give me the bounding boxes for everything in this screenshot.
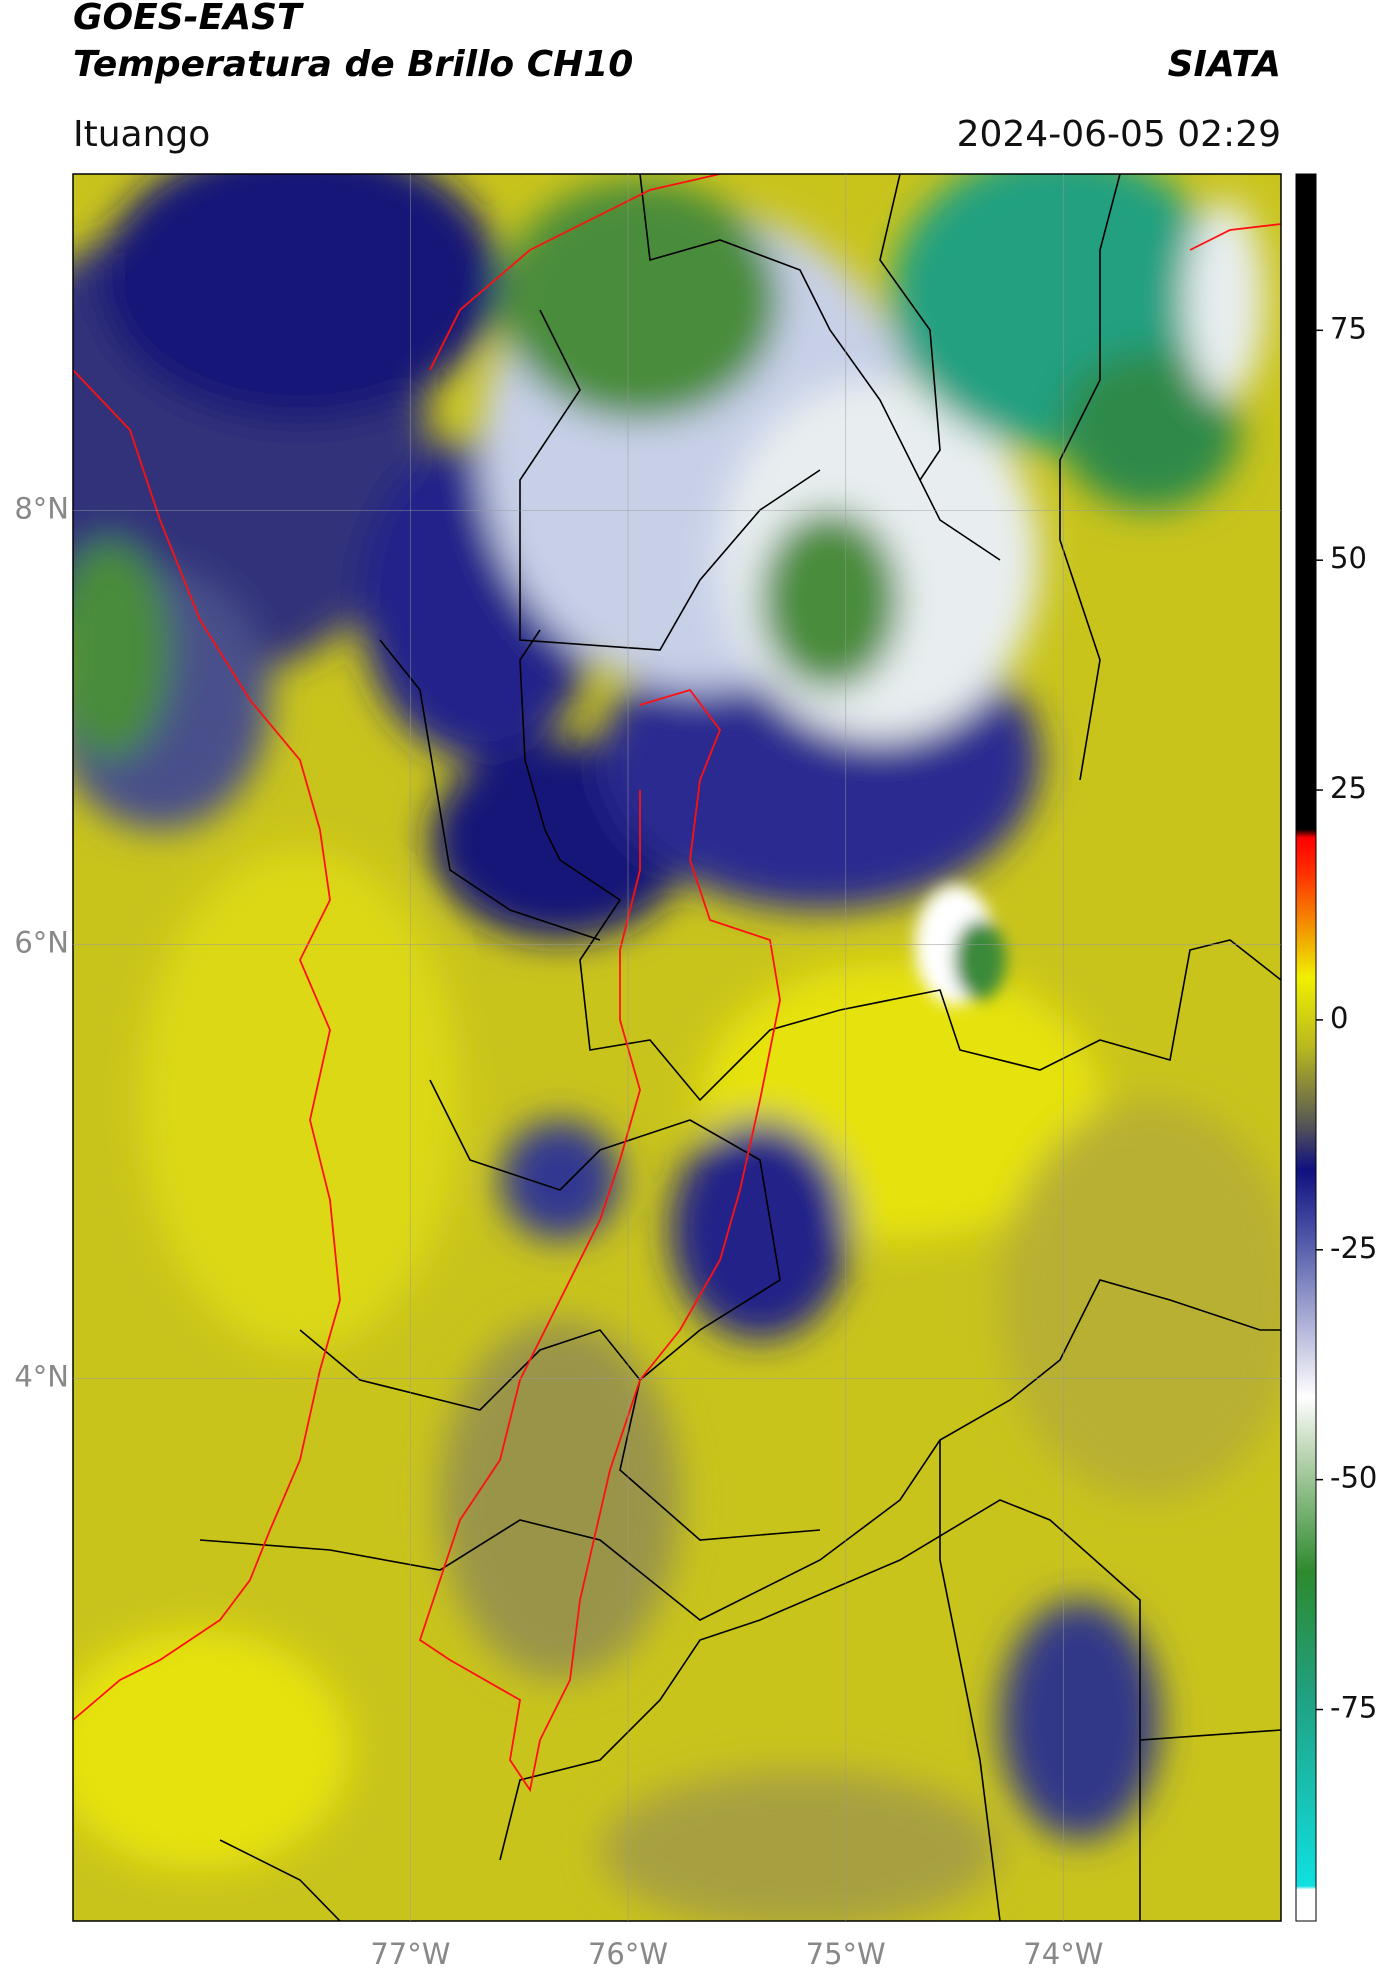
x-tick-label: 77°W bbox=[370, 1937, 450, 1971]
colorbar-tick-label: -25 bbox=[1330, 1231, 1377, 1265]
colorbar-tick-label: 25 bbox=[1330, 771, 1367, 805]
source: SIATA bbox=[1168, 44, 1281, 85]
subtitle: Temperatura de Brillo CH10 bbox=[73, 44, 633, 85]
y-tick-label: 4°N bbox=[14, 1359, 69, 1393]
y-tick-label: 6°N bbox=[14, 925, 69, 959]
colorbar-tick-label: -50 bbox=[1330, 1461, 1377, 1495]
x-tick-label: 74°W bbox=[1023, 1937, 1103, 1971]
location: Ituango bbox=[73, 114, 210, 155]
map-frame bbox=[72, 173, 1282, 1922]
colorbar bbox=[1295, 173, 1317, 1922]
y-tick-label: 8°N bbox=[14, 491, 69, 525]
title: GOES-EAST bbox=[73, 0, 304, 38]
x-tick-label: 75°W bbox=[806, 1937, 886, 1971]
colorbar-tick-label: 50 bbox=[1330, 541, 1367, 575]
colorbar-tick-label: 75 bbox=[1330, 311, 1367, 345]
colorbar-tick-label: 0 bbox=[1330, 1001, 1348, 1035]
x-tick-label: 76°W bbox=[588, 1937, 668, 1971]
satellite-image bbox=[73, 174, 1281, 1921]
datetime: 2024-06-05 02:29 bbox=[957, 114, 1281, 155]
colorbar-tick-label: -75 bbox=[1330, 1691, 1377, 1725]
